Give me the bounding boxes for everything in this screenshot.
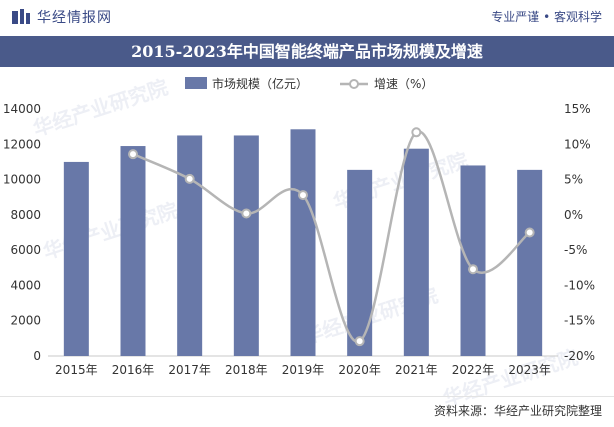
x-tick-label: 2019年 [282, 363, 325, 377]
logo-icon [12, 9, 30, 24]
chart-title: 2015-2023年中国智能终端产品市场规模及增速 [131, 42, 483, 61]
growth-point [128, 149, 138, 160]
x-tick-label: 2022年 [452, 363, 495, 377]
bar [517, 169, 543, 356]
y-left-tick-label: 8000 [10, 208, 41, 222]
legend-line-label: 增速（%） [374, 77, 433, 91]
x-tick-label: 2016年 [112, 363, 155, 377]
y-right-tick-label: 0% [564, 208, 583, 222]
growth-point [184, 173, 195, 184]
title-bar: 2015-2023年中国智能终端产品市场规模及增速 [0, 36, 614, 67]
y-right-tick-label: -10% [564, 278, 595, 292]
y-left-tick-label: 2000 [10, 314, 41, 328]
y-left-tick-label: 4000 [10, 278, 41, 292]
source-note: 资料来源：华经产业研究院整理 [433, 404, 602, 418]
x-tick-label: 2020年 [338, 363, 381, 377]
growth-point [411, 127, 422, 138]
y-right-tick-label: 10% [564, 137, 591, 151]
bar [177, 135, 203, 356]
growth-point [241, 208, 252, 219]
growth-point [524, 227, 535, 238]
slogan: 专业严谨 • 客观科学 [491, 10, 602, 24]
bar [460, 165, 486, 356]
y-left-tick-label: 14000 [3, 102, 41, 116]
footer-divider [0, 396, 614, 397]
x-tick-label: 2023年 [508, 363, 551, 377]
growth-point [468, 264, 478, 275]
x-tick-label: 2021年 [395, 363, 438, 377]
y-left-tick-label: 6000 [10, 243, 41, 257]
y-left-tick-label: 10000 [3, 173, 41, 187]
brand-name: 华经情报网 [37, 10, 112, 26]
bar [403, 148, 429, 356]
growth-point [354, 336, 365, 347]
header: 华经情报网 专业严谨 • 客观科学 [0, 0, 614, 33]
bar [120, 146, 146, 356]
legend-line-marker [349, 79, 359, 89]
y-right-tick-label: -5% [564, 243, 587, 257]
bar [290, 129, 316, 356]
legend-bar-swatch [185, 77, 207, 89]
y-left-tick-label: 12000 [3, 137, 41, 151]
bar [233, 135, 259, 356]
y-right-tick-label: -15% [564, 314, 595, 328]
x-tick-label: 2017年 [168, 363, 211, 377]
x-tick-label: 2015年 [55, 363, 98, 377]
y-right-tick-label: -20% [564, 349, 595, 363]
growth-point [298, 190, 308, 201]
bar [63, 161, 89, 356]
legend-bar-label: 市场规模（亿元） [212, 76, 308, 91]
y-left-tick-label: 0 [33, 349, 41, 363]
chart: 0 2000 4000 6000 8000 10000 12000 14000 -20% -15%… [3, 76, 595, 377]
y-right-tick-label: 5% [564, 173, 583, 187]
x-tick-label: 2018年 [225, 363, 268, 377]
y-right-tick-label: 15% [564, 102, 591, 116]
